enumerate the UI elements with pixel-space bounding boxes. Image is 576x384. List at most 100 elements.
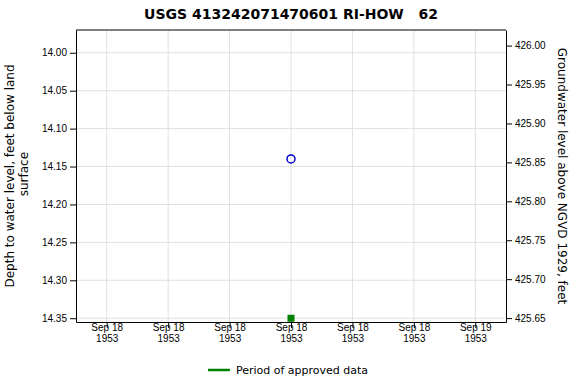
y-axis-line	[76, 31, 77, 323]
y2-tick-mark	[506, 201, 512, 202]
y-tick-label: 14.05	[42, 85, 67, 96]
y2-tick: 425.90	[506, 118, 546, 129]
y-tick-label: 14.35	[42, 313, 67, 324]
legend-item: Period of approved data	[208, 364, 368, 377]
chart: Sep 181953Sep 181953Sep 181953Sep 181953…	[0, 0, 576, 384]
x-tick-label-line: Sep 19	[460, 322, 492, 333]
grid-line-x	[291, 30, 292, 322]
y-tick-mark	[70, 53, 76, 54]
y2-tick-label: 425.85	[515, 157, 546, 168]
marks	[287, 155, 295, 321]
y2-tick-mark	[506, 318, 512, 319]
y-tick: 14.15	[42, 161, 76, 172]
y-tick: 14.25	[42, 237, 76, 248]
x-tick-label-line: 1953	[219, 333, 242, 344]
y2-tick: 425.75	[506, 235, 546, 246]
y-tick-mark	[70, 280, 76, 281]
y2-tick: 425.95	[506, 79, 546, 90]
y-tick-label: 14.00	[42, 47, 67, 58]
y2-tick-mark	[506, 162, 512, 163]
y-axis-title-line: surface	[17, 152, 31, 200]
y-tick: 14.30	[42, 275, 76, 286]
y2-tick-mark	[506, 46, 512, 47]
y2-tick-mark	[506, 123, 512, 124]
y2-axis: 426.00 425.95 425.90 425.85 425.80 425.75 425.…	[506, 31, 546, 324]
grid-line-x	[475, 30, 476, 322]
y-axis-title-line: Depth to water level, feet below land	[3, 64, 17, 287]
y-tick: 14.05	[42, 85, 76, 96]
frame-top	[76, 30, 506, 31]
x-tick-label: Sep 181953	[91, 322, 123, 344]
series	[288, 315, 294, 321]
x-tick-label: Sep 181953	[153, 322, 185, 344]
y2-tick: 425.85	[506, 157, 546, 168]
x-tick: Sep 181953	[91, 322, 123, 344]
x-tick-label-line: Sep 18	[276, 322, 308, 333]
x-tick-label-line: 1953	[96, 333, 119, 344]
y-tick-label: 14.25	[42, 237, 67, 248]
y2-tick-label: 425.90	[515, 118, 546, 129]
x-tick-label-line: Sep 18	[91, 322, 123, 333]
x-tick: Sep 181953	[337, 322, 369, 344]
y-tick-label: 14.10	[42, 123, 67, 134]
y-tick: 14.20	[42, 199, 76, 210]
title: USGS 413242071470601 RI-HOW 62	[144, 6, 438, 22]
y2-tick-label: 426.00	[515, 40, 546, 51]
y2-tick-label: 425.75	[515, 235, 546, 246]
y-tick-label: 14.20	[42, 199, 67, 210]
x-tick: Sep 181953	[153, 322, 185, 344]
y2-tick: 425.80	[506, 196, 546, 207]
y2-tick-mark	[506, 240, 512, 241]
point	[287, 155, 295, 163]
legend-label: Period of approved data	[236, 364, 368, 377]
y-axis-title: Depth to water level, feet below land su…	[3, 64, 31, 287]
series	[287, 155, 295, 163]
y2-tick-mark	[506, 279, 512, 280]
y-tick-mark	[70, 242, 76, 243]
y2-axis-line	[506, 31, 507, 323]
x-tick-label-line: 1953	[403, 333, 426, 344]
y-tick-label: 14.15	[42, 161, 67, 172]
grid-line-x	[413, 30, 414, 322]
x-tick-label: Sep 191953	[460, 322, 492, 344]
legend-swatch	[208, 369, 230, 372]
x-tick-label: Sep 181953	[399, 322, 431, 344]
grid-line-x	[168, 30, 169, 322]
x-tick-label: Sep 181953	[276, 322, 308, 344]
y2-tick-mark	[506, 85, 512, 86]
x-tick-label-line: Sep 18	[153, 322, 185, 333]
point	[288, 315, 294, 321]
y-tick: 14.35	[42, 313, 76, 324]
x-tick-label: Sep 181953	[337, 322, 369, 344]
y-tick-mark	[70, 129, 76, 130]
y2-tick-label: 425.70	[515, 274, 546, 285]
y-tick: 14.00	[42, 47, 76, 58]
y2-tick: 425.65	[506, 313, 546, 324]
y2-tick-label: 425.80	[515, 196, 546, 207]
x-tick-label-line: Sep 18	[214, 322, 246, 333]
y2-tick-label: 425.95	[515, 79, 546, 90]
grid-line-x	[229, 30, 230, 322]
x-tick-label-line: 1953	[342, 333, 365, 344]
x-tick: Sep 191953	[460, 322, 492, 344]
y-tick-mark	[70, 91, 76, 92]
x-tick: Sep 181953	[276, 322, 308, 344]
x-axis: Sep 181953Sep 181953Sep 181953Sep 181953…	[77, 322, 507, 344]
y2-axis-title: Groundwater level above NGVD 1929, feet	[555, 48, 569, 305]
x-tick: Sep 181953	[214, 322, 246, 344]
x-tick: Sep 181953	[399, 322, 431, 344]
x-tick-label-line: Sep 18	[337, 322, 369, 333]
x-tick-label-line: 1953	[158, 333, 181, 344]
y-tick-label: 14.30	[42, 275, 67, 286]
x-tick-label-line: 1953	[465, 333, 488, 344]
y2-tick: 426.00	[506, 40, 546, 51]
y2-axis-title-line: Groundwater level above NGVD 1929, feet	[555, 48, 569, 305]
y-tick-mark	[70, 167, 76, 168]
y2-tick-label: 425.65	[515, 313, 546, 324]
x-tick-label-line: Sep 18	[399, 322, 431, 333]
x-tick-label-line: 1953	[280, 333, 303, 344]
y-tick-mark	[70, 318, 76, 319]
y-tick: 14.10	[42, 123, 76, 134]
grid-line-x	[106, 30, 107, 322]
x-tick-label: Sep 181953	[214, 322, 246, 344]
